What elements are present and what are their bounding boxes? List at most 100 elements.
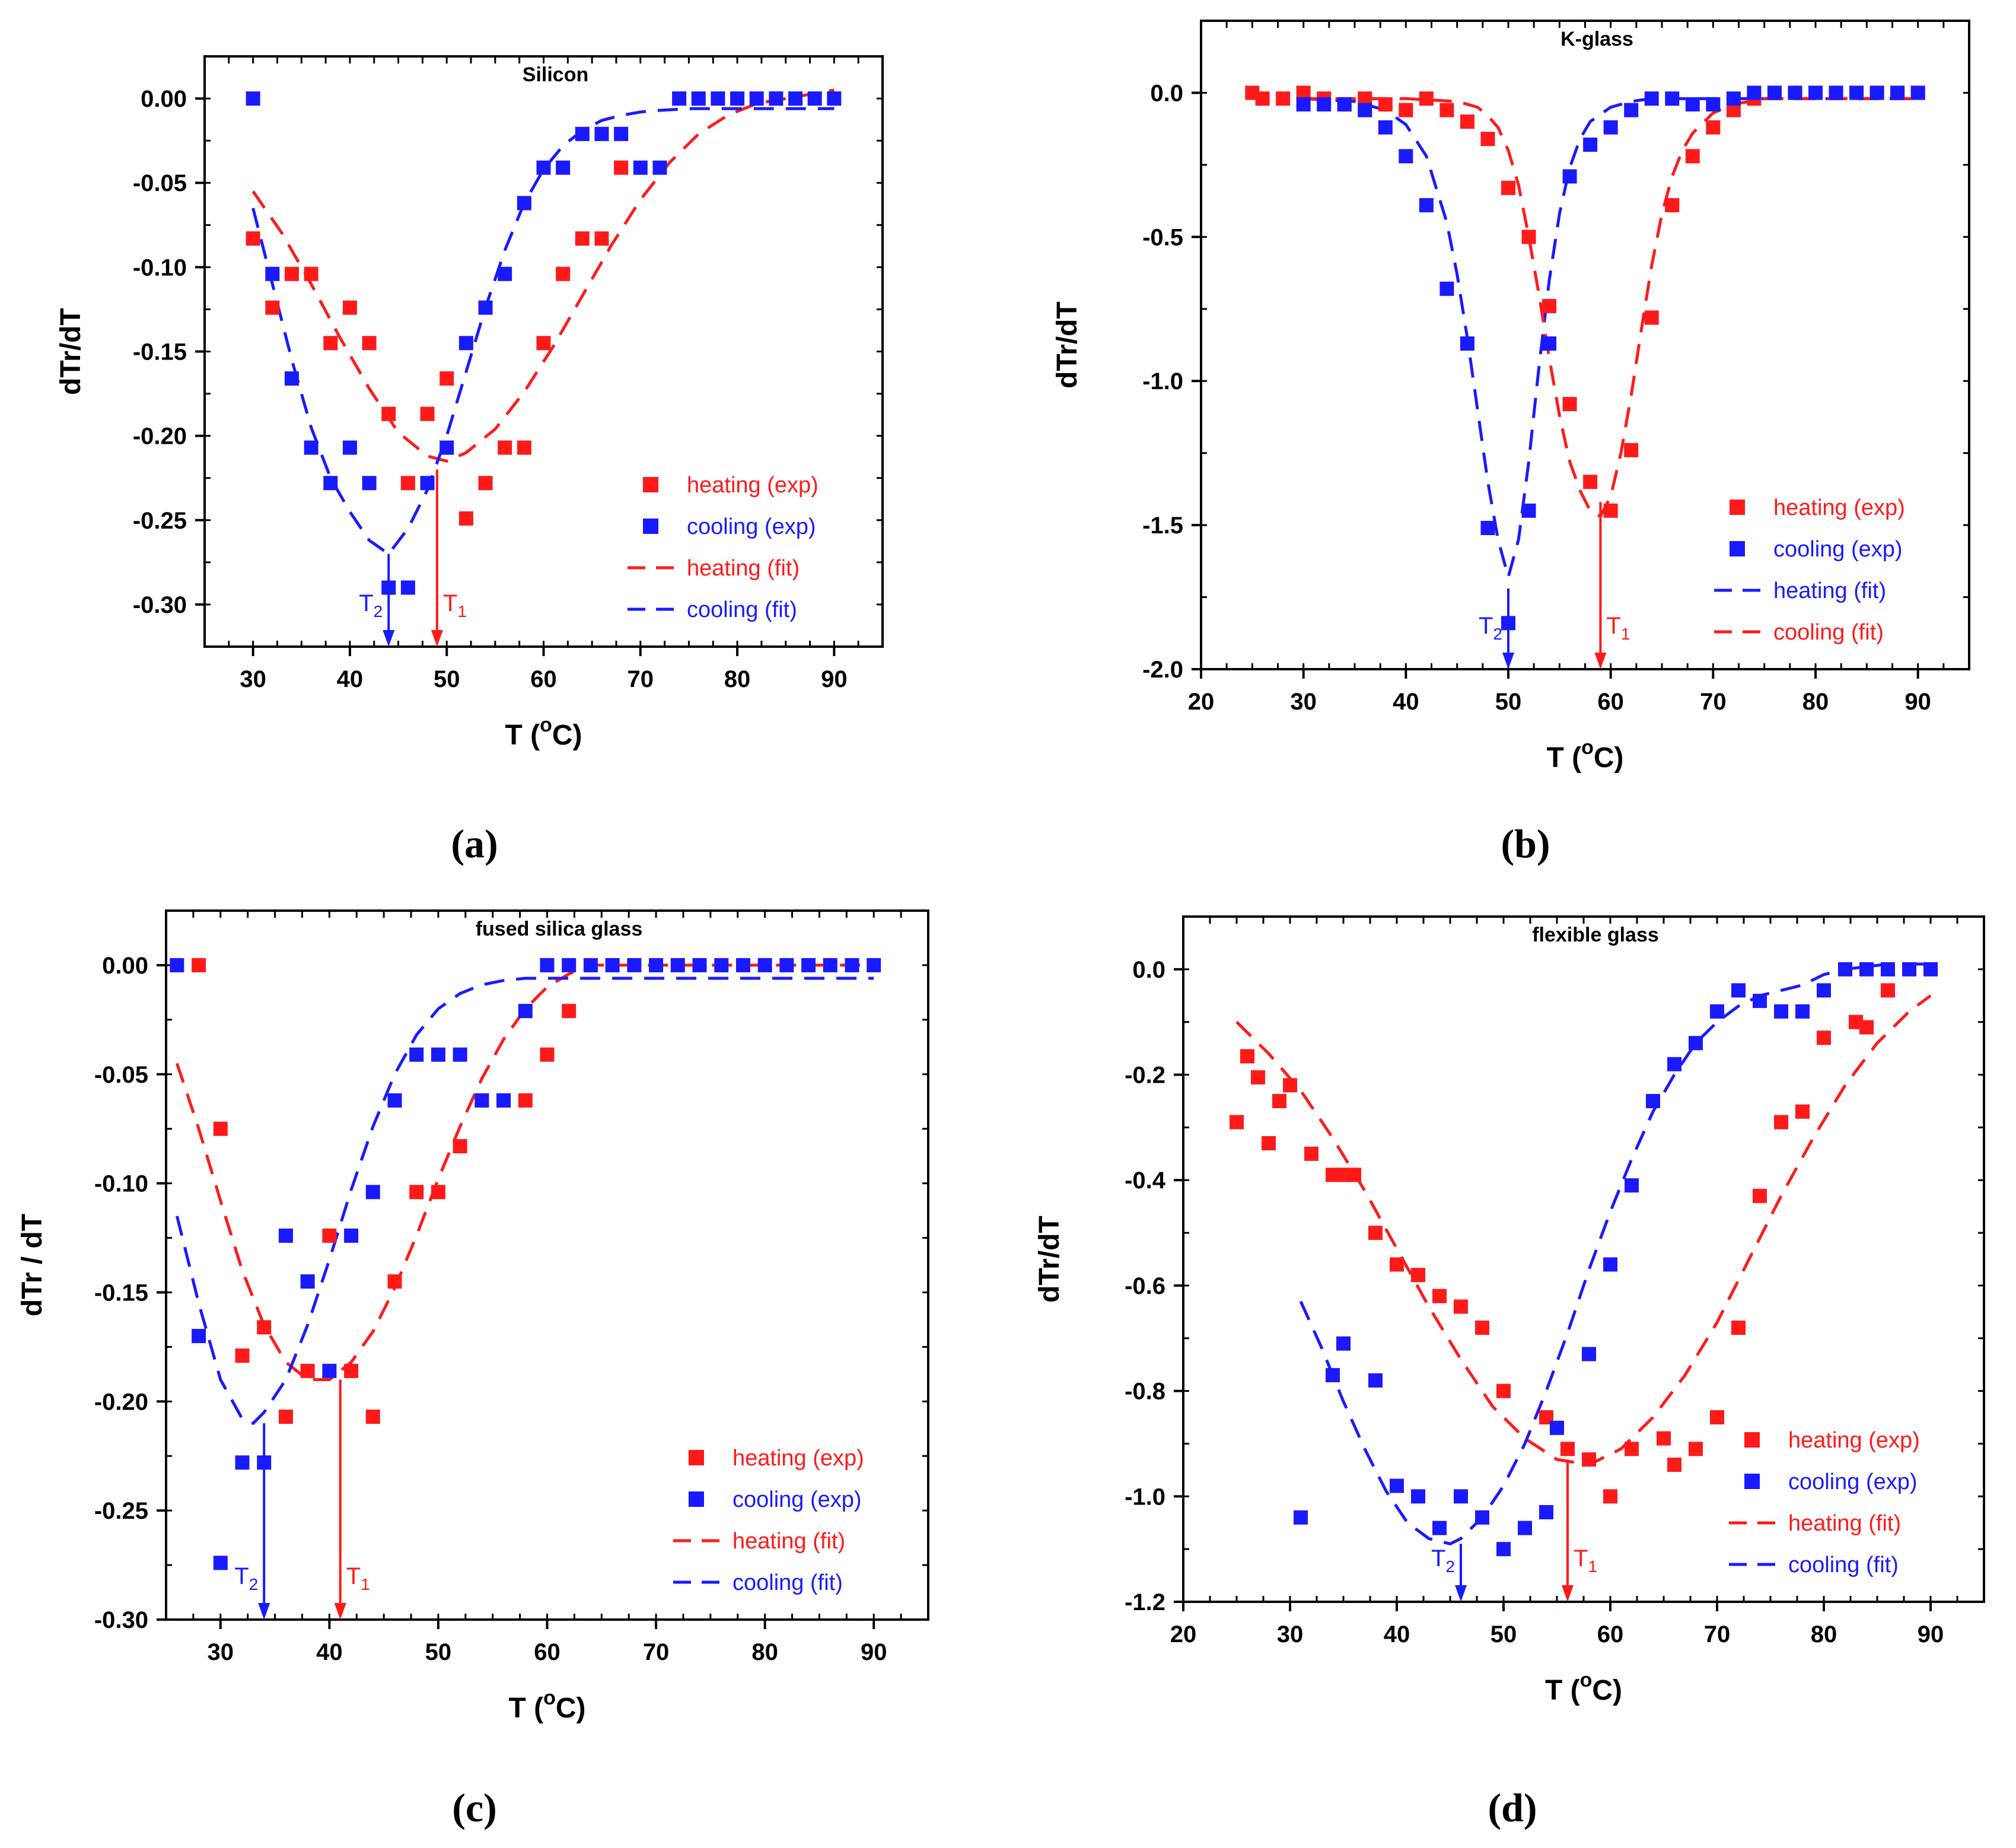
data-point-cooling <box>1337 97 1352 112</box>
legend-entry: heating (fit) <box>732 1529 845 1554</box>
y-tick-label: -0.20 <box>94 1389 148 1415</box>
data-point-heating <box>1255 91 1270 106</box>
x-tick-label: 80 <box>751 1639 778 1665</box>
chart-panel-b: 20 30 40 50 60 70 80 90 0.0 -0.5 -1.0 -1.5 -2.0 K-gla… <box>1052 20 1970 866</box>
data-point-cooling <box>1788 85 1802 100</box>
marker-label-t1: T1 <box>1574 1545 1597 1576</box>
marker-arrow-head <box>431 630 443 647</box>
data-point-cooling <box>1667 1057 1681 1071</box>
data-point-cooling <box>420 476 435 491</box>
data-point-cooling <box>1859 962 1874 977</box>
data-point-cooling <box>1706 97 1721 112</box>
data-point-heating <box>1667 1458 1681 1472</box>
legend-marker <box>1730 541 1745 556</box>
data-point-cooling <box>807 91 822 106</box>
data-point-cooling <box>730 91 745 106</box>
data-point-cooling <box>1731 983 1746 998</box>
data-point-cooling <box>735 958 750 972</box>
data-point-heating <box>1432 1289 1447 1303</box>
marker-arrow-head <box>334 1603 346 1620</box>
data-point-heating <box>556 266 571 281</box>
data-point-heating <box>1399 103 1413 117</box>
data-point-cooling <box>1336 1336 1351 1351</box>
x-tick-label: 60 <box>1597 1621 1624 1647</box>
y-tick-label: -0.6 <box>1125 1273 1165 1299</box>
data-point-cooling <box>1296 97 1311 112</box>
x-tick-label: 90 <box>821 666 848 692</box>
y-tick-label: -0.8 <box>1125 1379 1165 1405</box>
data-point-heating <box>478 476 493 491</box>
marker-label-t2: T2 <box>1431 1545 1455 1576</box>
legend-entry: cooling (exp) <box>732 1487 862 1512</box>
x-axis-label-degree: o <box>1580 1669 1593 1691</box>
data-point-cooling <box>387 1093 402 1108</box>
data-point-heating <box>1603 1489 1617 1504</box>
data-point-cooling <box>439 440 454 455</box>
data-point-cooling <box>1439 281 1454 296</box>
data-point-heating <box>409 1185 424 1200</box>
legend-entry: cooling (fit) <box>1788 1553 1899 1577</box>
data-point-heating <box>1439 103 1454 117</box>
data-point-heating <box>1625 1442 1639 1456</box>
x-tick-label: 70 <box>1700 689 1727 715</box>
data-point-cooling <box>474 1093 489 1108</box>
data-point-cooling <box>652 160 667 175</box>
data-point-cooling <box>284 371 299 386</box>
data-point-heating <box>1774 1115 1788 1130</box>
data-point-cooling <box>711 91 725 106</box>
legend-entry: cooling (fit) <box>732 1570 843 1595</box>
data-point-cooling <box>344 1228 359 1243</box>
y-tick-label: -0.30 <box>133 592 187 618</box>
x-tick-label: 80 <box>1802 689 1829 715</box>
data-point-heating <box>265 300 280 315</box>
x-axis-label: T (oC) <box>505 714 582 751</box>
data-point-cooling <box>1518 1521 1532 1535</box>
panel-caption: (c) <box>452 1785 496 1830</box>
x-tick-label: 60 <box>530 666 557 692</box>
x-tick-label: 90 <box>1904 689 1931 715</box>
x-tick-label: 50 <box>1490 1621 1517 1647</box>
x-axis-label: T (oC) <box>1545 1669 1622 1706</box>
data-point-cooling <box>823 958 837 972</box>
data-point-cooling <box>605 958 620 972</box>
data-point-cooling <box>1496 1542 1511 1557</box>
data-point-heating <box>1689 1442 1703 1456</box>
data-point-cooling <box>1881 962 1895 977</box>
data-point-cooling <box>692 958 707 972</box>
panel-title: K-glass <box>1560 28 1633 50</box>
x-tick-label: 60 <box>534 1639 560 1665</box>
panel-title: Silicon <box>523 63 588 86</box>
data-point-cooling <box>788 91 803 106</box>
data-point-cooling <box>453 1047 467 1062</box>
y-tick-label: 0.0 <box>1132 957 1165 983</box>
data-point-cooling <box>323 476 338 491</box>
data-point-cooling <box>1454 1489 1468 1504</box>
x-axis-label-main: T ( <box>505 720 540 751</box>
x-axis-label-unit: C) <box>552 720 582 751</box>
legend-entry: heating (exp) <box>732 1446 864 1471</box>
data-point-heating <box>278 1410 293 1424</box>
data-point-heating <box>1706 120 1721 135</box>
data-point-heating <box>1475 1321 1489 1335</box>
x-tick-label: 40 <box>1384 1621 1410 1647</box>
data-point-heating <box>1644 310 1659 325</box>
x-tick-label: 50 <box>1495 689 1522 715</box>
y-tick-label: -1.0 <box>1125 1484 1165 1510</box>
y-tick-label: -0.2 <box>1125 1063 1165 1089</box>
data-point-heating <box>1542 298 1557 313</box>
data-point-cooling <box>540 958 555 972</box>
y-tick-label: -2.0 <box>1142 657 1183 683</box>
x-axis-label-degree: o <box>543 1687 556 1709</box>
y-axis-label: dTr/dT <box>1052 301 1083 389</box>
data-point-cooling <box>1689 1036 1703 1051</box>
data-point-cooling <box>192 1329 206 1343</box>
data-point-cooling <box>1829 85 1843 100</box>
data-point-heating <box>1378 97 1393 112</box>
data-point-cooling <box>1378 120 1393 135</box>
marker-label-t2: T2 <box>1479 613 1502 643</box>
x-axis-label-unit: C) <box>1592 1675 1622 1706</box>
data-point-cooling <box>1317 97 1332 112</box>
y-tick-label: 0.00 <box>141 86 187 112</box>
marker-label-t1: T1 <box>346 1563 370 1593</box>
fit-line-cooling-fit- <box>251 107 835 556</box>
